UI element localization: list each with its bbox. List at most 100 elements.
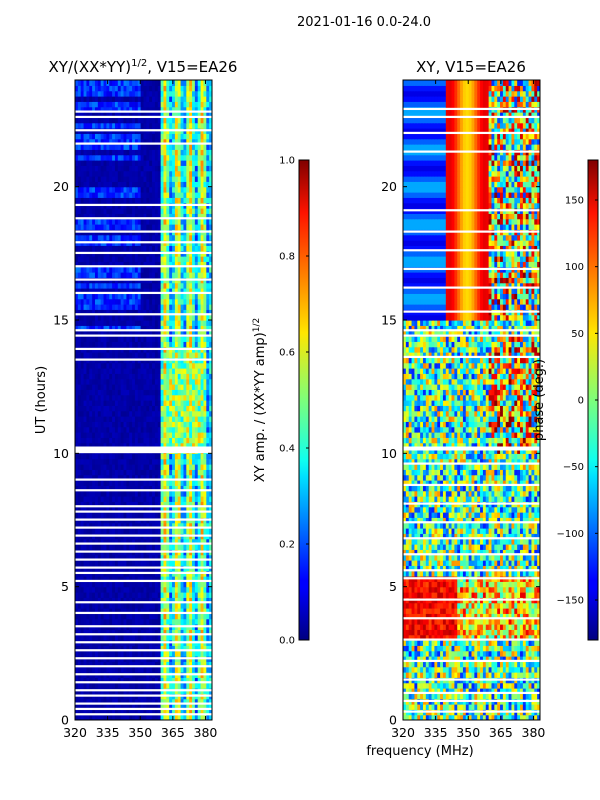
heatmap-cell	[137, 389, 142, 396]
heatmap-cell	[169, 501, 173, 508]
heatmap-cell	[177, 304, 182, 310]
heatmap-cell	[83, 352, 88, 358]
heatmap-cell	[169, 485, 173, 492]
heatmap-cell	[174, 528, 179, 534]
heatmap-cell	[163, 522, 167, 529]
heatmap-cell	[169, 288, 173, 294]
heatmap-cell	[120, 576, 125, 582]
heatmap-cell	[180, 336, 185, 342]
heatmap-cell	[89, 645, 93, 652]
heatmap-cell	[197, 677, 202, 684]
heatmap-cell	[126, 394, 130, 401]
heatmap-cell	[100, 170, 105, 177]
heatmap-cell	[203, 698, 207, 705]
heatmap-cell	[154, 330, 159, 337]
heatmap-cell	[206, 272, 210, 278]
heatmap-cell	[152, 709, 156, 716]
heatmap-cell	[206, 714, 210, 720]
heatmap-cell	[206, 554, 210, 561]
heatmap-cell	[163, 384, 167, 390]
heatmap-cell	[166, 714, 170, 720]
heatmap-cell	[86, 405, 90, 412]
heatmap-cell	[186, 352, 190, 358]
heatmap-cell	[103, 288, 107, 294]
heatmap-cell	[203, 709, 207, 716]
heatmap-cell	[86, 704, 90, 710]
heatmap-cell	[186, 261, 190, 268]
heatmap-cell	[89, 298, 93, 305]
heatmap-cell	[203, 410, 207, 417]
heatmap-cell	[160, 362, 165, 369]
heatmap-cell	[103, 336, 107, 342]
heatmap-cell	[97, 181, 102, 188]
heatmap-cell	[146, 261, 150, 268]
heatmap-cell	[174, 181, 179, 188]
heatmap-cell	[209, 506, 212, 513]
heatmap-cell	[157, 698, 162, 705]
heatmap-cell	[92, 266, 96, 273]
heatmap-cell	[172, 352, 176, 358]
heatmap-cell	[177, 330, 182, 337]
heatmap-cell	[183, 362, 187, 369]
heatmap-cell	[206, 512, 210, 518]
heatmap-cell	[197, 368, 202, 374]
heatmap-cell	[94, 480, 99, 486]
heatmap-cell	[163, 197, 167, 204]
heatmap-cell	[197, 325, 202, 332]
heatmap-cell	[120, 416, 125, 422]
heatmap-cell	[146, 234, 150, 241]
heatmap-cell	[117, 645, 122, 652]
heatmap-cell	[189, 304, 193, 310]
heatmap-cell	[126, 682, 130, 689]
heatmap-cell	[103, 709, 107, 716]
heatmap-cell	[160, 213, 165, 220]
heatmap-cell	[140, 336, 145, 342]
heatmap-cell	[200, 282, 205, 289]
heatmap-cell	[146, 362, 150, 369]
heatmap-cell	[75, 320, 79, 326]
heatmap-cell	[154, 512, 159, 518]
heatmap-cell	[186, 469, 190, 476]
heatmap-cell	[186, 389, 190, 396]
heatmap-cell	[134, 666, 139, 673]
heatmap-cell	[123, 394, 127, 401]
heatmap-cell	[186, 522, 190, 529]
heatmap-cell	[109, 426, 113, 433]
heatmap-cell	[154, 581, 159, 588]
heatmap-cell	[75, 336, 79, 342]
heatmap-cell	[89, 293, 93, 300]
heatmap-cell	[203, 586, 207, 593]
heatmap-cell	[157, 213, 162, 220]
heatmap-cell	[174, 453, 179, 460]
heatmap-cell	[77, 416, 82, 422]
heatmap-cell	[160, 437, 165, 444]
heatmap-cell	[146, 373, 150, 380]
heatmap-cell	[206, 245, 210, 252]
heatmap-cell	[206, 501, 210, 508]
heatmap-cell	[109, 314, 113, 321]
heatmap-cell	[146, 645, 150, 652]
heatmap-cell	[180, 165, 185, 172]
heatmap-cell	[206, 485, 210, 492]
heatmap-cell	[120, 464, 125, 470]
heatmap-cell	[129, 314, 133, 321]
heatmap-cell	[203, 512, 207, 518]
heatmap-cell	[77, 170, 82, 177]
heatmap-cell	[86, 266, 90, 273]
heatmap-cell	[109, 704, 113, 710]
heatmap-cell	[140, 538, 145, 545]
heatmap-cell	[100, 186, 105, 193]
heatmap-cell	[160, 298, 165, 305]
heatmap-cell	[112, 714, 116, 720]
heatmap-cell	[180, 592, 185, 598]
heatmap-cell	[83, 581, 88, 588]
heatmap-cell	[146, 432, 150, 438]
heatmap-cell	[163, 554, 167, 561]
heatmap-cell	[192, 416, 196, 422]
heatmap-cell	[97, 629, 102, 636]
heatmap-cell	[134, 501, 139, 508]
heatmap-cell	[146, 304, 150, 310]
heatmap-cell	[97, 464, 102, 470]
heatmap-cell	[174, 608, 179, 614]
heatmap-cell	[112, 336, 116, 342]
